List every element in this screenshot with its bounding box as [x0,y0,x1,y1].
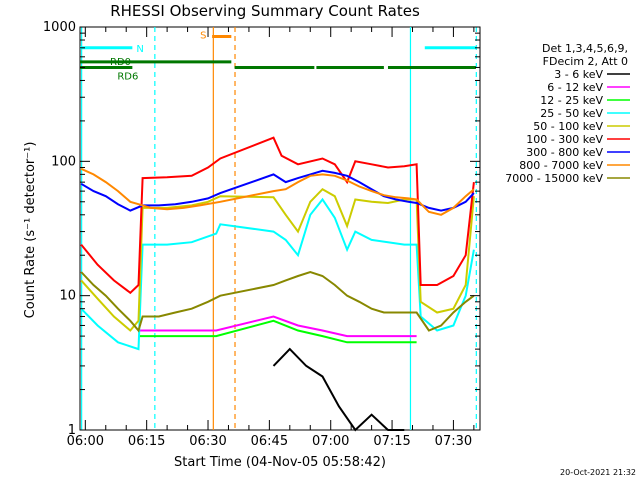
series-line-7 [81,169,474,215]
chart-title: RHESSI Observing Summary Count Rates [110,2,420,20]
x-tick-label-4: 07:00 [312,434,349,449]
y-tick-label-3: 1000 [43,20,76,35]
x-tick-label-2: 06:30 [189,434,226,449]
state-bar-label-s: S [200,30,206,41]
y-axis-label: Count Rate (s⁻¹ detector⁻¹) [23,142,38,319]
x-tick-label-3: 06:45 [251,434,288,449]
x-axis-label: Start Time (04-Nov-05 05:58:42) [174,455,386,470]
x-ticks: 06:00 06:15 06:30 06:45 07:00 07:15 07:30 [67,27,474,449]
legend-label-7: 800 - 7000 keV [519,159,603,172]
x-tick-label-0: 06:00 [67,434,104,449]
legend-label-8: 7000 - 15000 keV [505,172,603,185]
legend-label-2: 12 - 25 keV [540,94,603,107]
legend-label-5: 100 - 300 keV [526,133,603,146]
state-bar-label-rd6: RD6 [117,71,138,82]
timestamp: 20-Oct-2021 21:32 [560,468,636,477]
x-tick-label-5: 07:15 [373,434,410,449]
legend-label-0: 3 - 6 keV [554,68,603,81]
legend-label-3: 25 - 50 keV [540,107,603,120]
legend-label-4: 50 - 100 keV [533,120,603,133]
legend-label-6: 300 - 800 keV [526,146,603,159]
state-bar-label-n: N [136,44,143,55]
series-line-0 [274,349,405,430]
legend-header-0: Det 1,3,4,5,6,9, [542,42,628,55]
legend-label-1: 6 - 12 keV [547,81,603,94]
series-line-1 [139,317,417,337]
legend-header-1: FDecim 2, Att 0 [543,55,628,68]
x-tick-label-6: 07:30 [435,434,472,449]
series-line-2 [139,321,417,343]
x-tick-label-1: 06:15 [128,434,165,449]
y-tick-label-1: 10 [59,289,76,304]
series-lines [81,138,474,430]
legend: Det 1,3,4,5,6,9,FDecim 2, Att 03 - 6 keV… [505,42,630,185]
y-tick-label-2: 100 [51,154,76,169]
